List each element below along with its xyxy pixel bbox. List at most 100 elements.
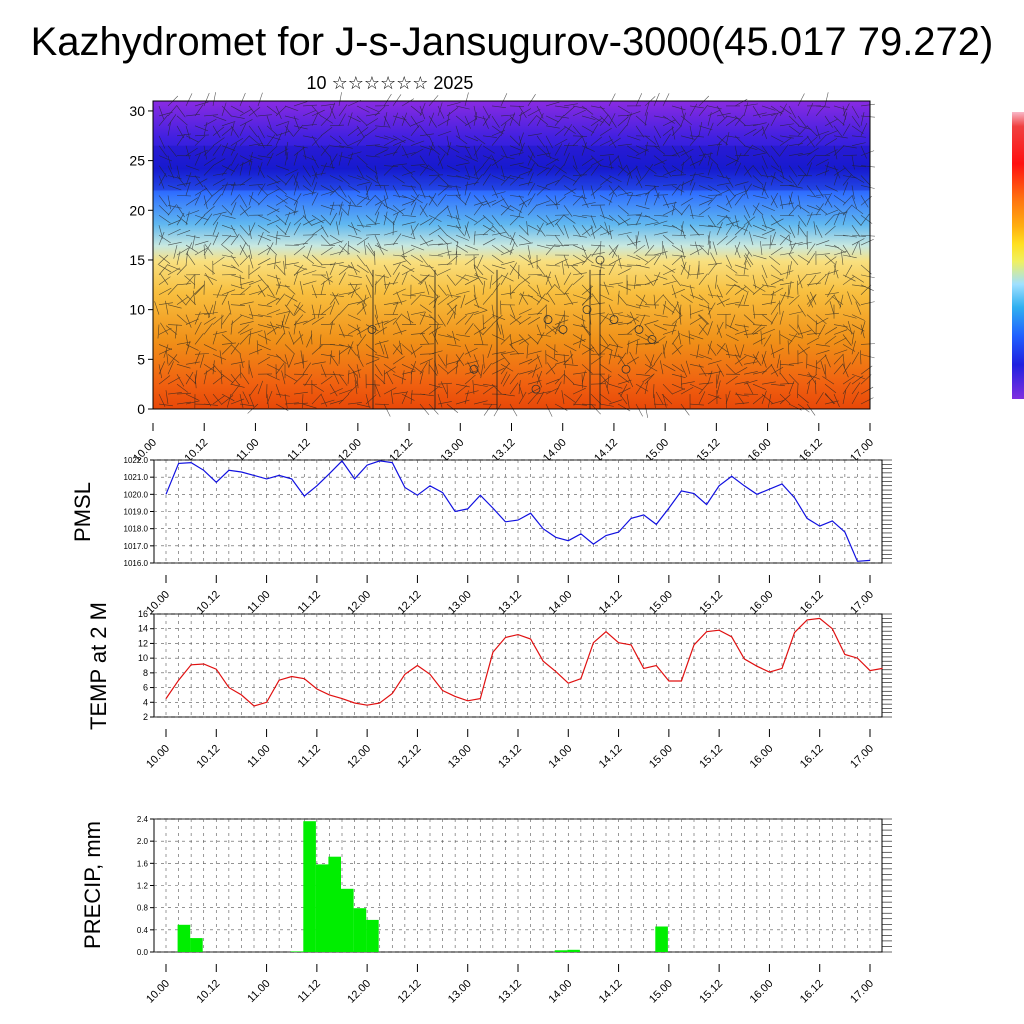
wind-barb	[608, 135, 617, 149]
wind-barb	[167, 219, 182, 226]
wind-barb	[653, 272, 661, 285]
wind-barb	[770, 364, 779, 377]
wind-barb	[752, 354, 762, 366]
wind-barb	[194, 101, 209, 107]
wind-barb	[581, 324, 591, 337]
wind-barb	[464, 344, 471, 358]
wind-barb	[707, 262, 722, 266]
wind-barb	[401, 264, 415, 273]
wind-barb	[617, 191, 632, 196]
wind-barb	[419, 217, 433, 226]
wind-barb	[275, 120, 290, 127]
wind-barb	[833, 363, 844, 375]
wind-barb	[453, 304, 457, 319]
y-tick-label: 8	[143, 668, 148, 678]
precip-bar	[190, 938, 203, 952]
wind-barb	[266, 219, 280, 226]
wind-barb	[572, 109, 586, 117]
wind-barb	[806, 243, 816, 256]
wind-barb	[437, 250, 452, 256]
wind-barb	[860, 354, 875, 359]
wind-barb	[383, 344, 389, 358]
wind-barb	[374, 304, 378, 319]
wind-barb	[383, 403, 391, 417]
wind-barb	[554, 314, 569, 317]
wind-barb	[707, 360, 722, 365]
wind-barb	[239, 195, 248, 208]
wind-barb	[689, 317, 703, 325]
wind-barb	[338, 104, 348, 117]
wind-barb	[455, 185, 461, 199]
wind-barb	[248, 330, 252, 345]
wind-barb	[410, 311, 425, 315]
wind-barb	[644, 221, 659, 226]
wind-barb	[455, 354, 465, 367]
wind-barb	[419, 370, 424, 385]
wind-barb	[239, 254, 251, 266]
wind-barb	[599, 344, 613, 351]
wind-barb	[319, 334, 322, 349]
wind-barb	[230, 163, 239, 176]
wind-barb	[203, 323, 213, 335]
wind-barb	[788, 295, 800, 305]
wind-barb	[815, 185, 824, 198]
wind-barb	[356, 224, 371, 228]
wind-barb	[716, 135, 727, 146]
wind-barb	[338, 374, 348, 386]
wind-barb	[698, 185, 713, 192]
wind-barb	[572, 174, 582, 186]
wind-barb	[635, 174, 646, 186]
wind-barb	[185, 374, 197, 385]
wind-barb	[284, 169, 298, 176]
wind-barb	[617, 205, 629, 215]
wind-barb	[428, 214, 442, 222]
wind-barb	[824, 225, 836, 236]
wind-barb	[203, 165, 214, 176]
wind-barb	[383, 370, 386, 385]
calm-marker	[543, 315, 553, 324]
wind-barb	[185, 371, 194, 385]
wind-barb	[545, 344, 558, 353]
wind-barb	[320, 115, 331, 127]
wind-barb	[437, 224, 448, 236]
wind-barb	[419, 343, 435, 345]
wind-barb	[743, 164, 754, 176]
wind-barb	[626, 316, 639, 325]
wind-barb	[662, 169, 676, 176]
wind-barb	[455, 334, 470, 337]
wind-barb	[176, 383, 189, 393]
wind-barb	[770, 287, 784, 296]
wind-barb	[571, 265, 583, 276]
wind-barb	[644, 191, 650, 206]
wind-barb	[464, 182, 479, 186]
wind-barb	[545, 403, 553, 417]
wind-barb	[509, 205, 523, 213]
wind-barb	[221, 121, 236, 127]
wind-barb	[653, 336, 666, 345]
wind-barb	[770, 231, 776, 246]
wind-barb	[275, 362, 285, 375]
wind-barb	[437, 153, 446, 166]
wind-barb	[464, 181, 468, 196]
wind-barb	[635, 373, 650, 376]
temp-axis-title-x-tick-label: 17.00	[848, 743, 876, 771]
y-tick-label: 0.8	[137, 904, 149, 913]
wind-barb	[806, 154, 816, 166]
wind-barb	[518, 165, 533, 171]
wind-barb	[392, 344, 403, 355]
wind-barb	[392, 139, 406, 146]
wind-barb	[824, 115, 833, 128]
wind-barb	[185, 340, 191, 355]
wind-barb	[554, 284, 566, 295]
pmsl-axis-title-x-tick-label: 17.00	[848, 589, 876, 617]
wind-barb	[455, 215, 461, 229]
wind-barb	[599, 127, 612, 137]
wind-barb	[446, 384, 448, 399]
wind-barb	[824, 138, 838, 146]
wind-barb	[184, 275, 196, 286]
wind-barb	[752, 326, 765, 335]
wind-barb	[743, 371, 758, 375]
wind-barb	[275, 195, 288, 204]
wind-barb	[590, 136, 603, 146]
